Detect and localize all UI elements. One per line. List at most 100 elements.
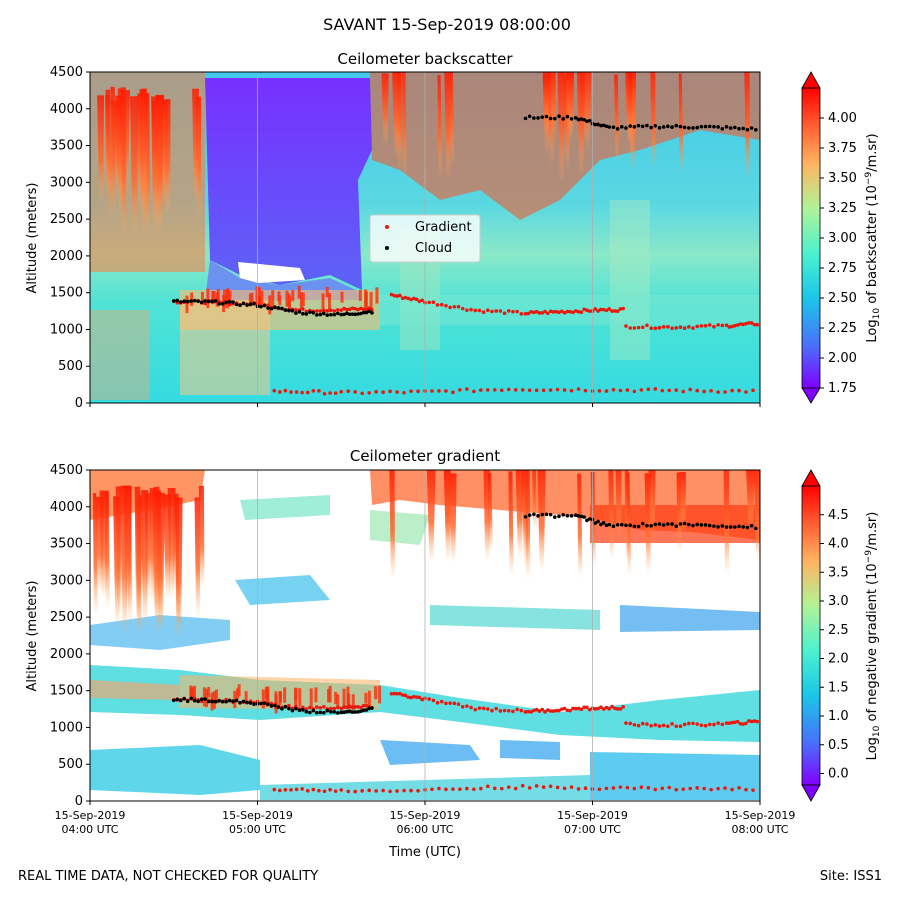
gradient-marker	[565, 708, 570, 713]
gradient-marker	[618, 707, 623, 711]
gradient-marker	[557, 708, 561, 713]
gradient-marker	[723, 390, 727, 394]
backscatter-y-axis: 0 500 1000 1500 2000 2500 3000 3500 4000 4500	[50, 65, 90, 411]
gradient-colorbar: 0.0 0.5 1.0 1.5 2.0 2.5 3.0 3.5 4.0 4.5 Log10 of …	[801, 469, 882, 802]
gradient-marker	[653, 387, 658, 391]
plume-streak	[389, 470, 395, 579]
gradient-marker	[587, 309, 592, 313]
gradient-marker	[613, 706, 617, 711]
cloud-marker	[294, 706, 298, 711]
bl-streak	[375, 287, 379, 304]
gradient-marker	[347, 307, 352, 312]
gradient-marker	[628, 326, 632, 330]
gradient-marker	[412, 296, 416, 301]
colorbar-tick-label: 2.50	[828, 291, 857, 306]
gradient-marker	[571, 310, 575, 315]
gradient-marker	[427, 300, 431, 305]
cloud-marker	[311, 708, 316, 713]
gradient-marker	[752, 322, 757, 327]
gradient-marker	[444, 389, 448, 393]
bl-streak	[369, 292, 373, 312]
y-tick-label: 500	[58, 359, 83, 374]
colorbar-tick-label: 4.00	[828, 111, 857, 126]
gradient-marker	[741, 722, 746, 726]
gradient-marker	[548, 388, 553, 392]
cloud-marker	[611, 125, 616, 130]
gradient-marker	[513, 388, 518, 392]
cloud-marker	[245, 303, 249, 307]
gradient-marker	[579, 310, 584, 315]
gradient-marker	[551, 310, 556, 314]
gradient-marker	[347, 704, 352, 709]
cloud-marker	[587, 517, 592, 521]
gradient-marker	[540, 707, 545, 712]
cloud-marker	[339, 710, 344, 715]
cloud-marker	[206, 299, 211, 304]
plume-streak	[444, 72, 451, 181]
gradient-marker	[444, 304, 448, 308]
plume-streak	[174, 497, 183, 639]
cloud-marker	[318, 710, 323, 715]
gradient-marker	[559, 309, 564, 314]
cloud-marker	[615, 127, 620, 131]
gradient-marker	[576, 387, 581, 391]
cloud-marker	[527, 513, 532, 517]
gradient-marker	[695, 324, 699, 329]
bl-streak	[225, 289, 229, 309]
gradient-marker	[632, 786, 637, 791]
gradient-marker	[477, 308, 482, 313]
gradient-marker	[681, 787, 686, 791]
gradient-marker	[747, 719, 751, 723]
gradient-marker	[562, 786, 567, 791]
plume-streak	[97, 95, 105, 207]
bl-streak	[237, 684, 241, 697]
gradient-marker	[723, 786, 727, 790]
gradient-marker	[339, 788, 344, 792]
cloud-marker	[220, 302, 225, 306]
gradient-marker	[653, 326, 658, 331]
gradient-marker	[666, 324, 670, 329]
gradient-marker	[322, 392, 327, 396]
bl-streak	[207, 686, 211, 698]
cloud-marker	[691, 126, 695, 130]
gradient-marker	[554, 309, 559, 314]
cloud-marker	[582, 117, 586, 122]
cloud-marker	[322, 710, 326, 715]
bl-streak	[325, 286, 329, 298]
gradient-marker	[511, 309, 515, 314]
bl-streak	[236, 688, 240, 699]
gradient-marker	[596, 309, 600, 313]
cloud-marker	[724, 125, 729, 129]
gradient-marker	[311, 389, 316, 393]
gradient-marker	[639, 785, 644, 790]
cloud-marker	[210, 699, 214, 704]
gradient-marker	[555, 785, 560, 790]
cloud-marker	[171, 698, 176, 703]
colorbar-tick-label: 1.5	[828, 680, 849, 695]
y-tick-label: 2500	[50, 212, 83, 227]
x-axis-label: Time (UTC)	[388, 845, 461, 860]
gradient-marker	[301, 307, 305, 311]
backscatter-panel: Ceilometer backscatter	[25, 50, 882, 411]
plume-streak	[141, 490, 149, 627]
gradient-marker	[534, 707, 539, 712]
cloud-marker	[294, 311, 298, 315]
gradient-marker	[350, 705, 355, 709]
cloud-marker	[248, 701, 253, 705]
gradient-marker	[333, 391, 338, 395]
cloud-marker	[367, 706, 371, 711]
plume-streak	[678, 73, 684, 174]
gradient-marker	[499, 786, 504, 791]
gradient-y-axis: 0 500 1000 1500 2000 2500 3000 3500 4000 4500	[50, 463, 90, 809]
cloud-marker	[283, 704, 288, 709]
gradient-marker	[551, 709, 556, 713]
gradient-marker	[435, 303, 440, 307]
gradient-marker	[674, 326, 679, 330]
cloud-marker	[367, 309, 371, 314]
bl-streak	[212, 691, 216, 709]
cloud-marker	[241, 699, 246, 704]
plume-streak	[557, 72, 565, 182]
cloud-marker	[262, 701, 267, 705]
gradient-marker	[562, 706, 567, 711]
cloud-marker	[335, 311, 340, 316]
